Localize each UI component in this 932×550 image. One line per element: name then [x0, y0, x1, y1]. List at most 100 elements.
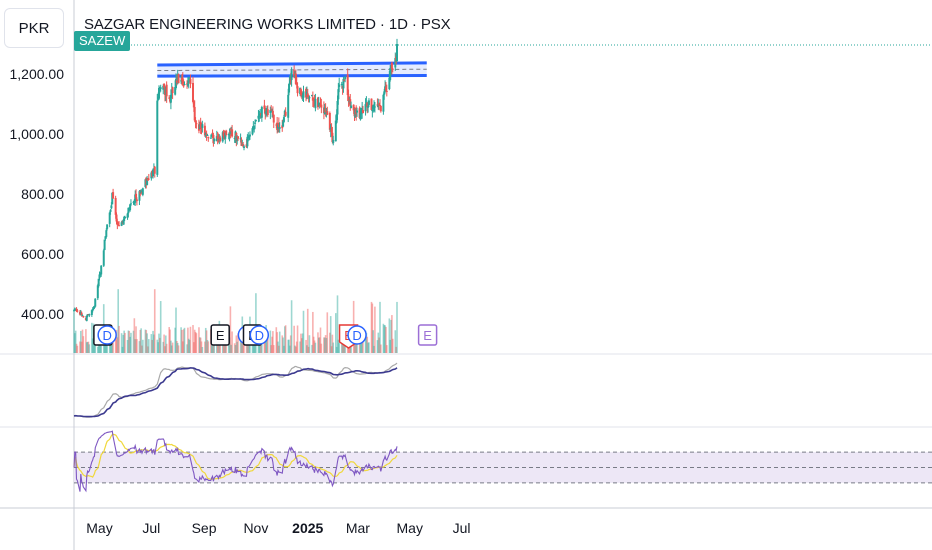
- volume-bar: [198, 327, 200, 353]
- y-tick-label: 1,000.00: [10, 126, 65, 142]
- volume-bar: [150, 334, 153, 353]
- candle-body: [111, 192, 114, 205]
- volume-bar: [100, 345, 102, 353]
- volume-bar: [189, 326, 192, 353]
- oscillator-main-line: [73, 367, 398, 418]
- volume-bar: [288, 339, 290, 353]
- volume-bar: [367, 342, 369, 353]
- volume-bar: [97, 346, 99, 353]
- candle-body: [92, 307, 95, 310]
- volume-bar: [86, 341, 89, 353]
- event-badge: [417, 324, 438, 346]
- candle-body: [391, 68, 394, 70]
- volume-bar: [121, 346, 124, 353]
- volume-bar: [231, 331, 233, 353]
- volume-bar: [152, 330, 154, 353]
- volume-bar: [390, 319, 392, 353]
- candle-body: [152, 169, 155, 177]
- candle-body: [389, 67, 392, 81]
- volume-bar: [148, 339, 150, 353]
- candle-body: [258, 115, 261, 117]
- volume-bar: [74, 333, 76, 353]
- volume-bar: [299, 341, 301, 353]
- candle-body: [117, 223, 120, 225]
- volume-bar: [325, 338, 328, 353]
- volume-bar: [330, 346, 333, 353]
- candle-body: [205, 133, 208, 136]
- candle-body: [379, 106, 382, 112]
- volume-bar: [355, 342, 357, 353]
- volume-bar: [383, 325, 386, 353]
- candle-body: [314, 98, 317, 109]
- candle-body: [102, 250, 105, 266]
- volume-bar: [181, 329, 183, 353]
- x-tick-label: Nov: [243, 520, 268, 536]
- volume-bar: [388, 318, 391, 353]
- candle-body: [390, 62, 393, 70]
- volume-bar: [240, 338, 243, 353]
- candle-body: [248, 136, 251, 138]
- volume-bar: [294, 345, 296, 353]
- volume-bar: [115, 329, 118, 353]
- currency-button[interactable]: PKR: [4, 8, 64, 48]
- volume-bar: [329, 332, 331, 353]
- candle-body: [134, 194, 137, 203]
- candle-body: [126, 213, 129, 218]
- volume-bar: [130, 332, 132, 353]
- volume-bar: [106, 340, 108, 353]
- event-badge: [249, 325, 270, 345]
- volume-bar: [199, 337, 202, 353]
- candle-body: [207, 137, 210, 139]
- volume-bar: [134, 339, 136, 353]
- candle-body: [141, 188, 144, 195]
- candle-body: [90, 310, 93, 315]
- volume-bar: [81, 329, 84, 353]
- volume-bar: [133, 318, 136, 353]
- volume-bar: [269, 330, 272, 353]
- volume-bar: [284, 325, 287, 353]
- volume-bar: [317, 332, 319, 353]
- volume-bar: [320, 343, 323, 353]
- volume-bar: [302, 310, 305, 353]
- candle-body: [247, 136, 250, 139]
- volume-bar: [371, 303, 374, 353]
- candle-body: [384, 87, 387, 90]
- candle-body: [147, 178, 150, 180]
- volume-bar: [289, 335, 292, 353]
- volume-bar: [290, 300, 293, 353]
- candle-body: [359, 113, 362, 120]
- candle-body: [201, 124, 204, 128]
- volume-bar: [305, 339, 307, 353]
- x-tick-label: Mar: [346, 520, 370, 536]
- candle-body: [270, 109, 273, 111]
- candle-body: [91, 309, 94, 311]
- candle-body: [281, 125, 284, 129]
- event-label: E: [423, 328, 432, 343]
- candle-body: [222, 131, 225, 137]
- volume-bar: [186, 344, 188, 353]
- volume-bar: [170, 345, 173, 353]
- volume-bar: [221, 339, 224, 353]
- candle-body: [296, 86, 299, 94]
- volume-bar: [180, 327, 182, 353]
- volume-bar: [114, 339, 117, 353]
- volume-bar: [183, 327, 186, 353]
- volume-bar: [165, 335, 167, 353]
- candle-body: [342, 78, 345, 89]
- candle-body: [367, 100, 370, 105]
- candle-body: [326, 111, 329, 115]
- candle-body: [243, 146, 245, 148]
- volume-bar: [93, 341, 96, 353]
- volume-bar: [120, 333, 123, 353]
- volume-bar: [293, 325, 295, 353]
- volume-bar: [314, 342, 317, 353]
- volume-bar: [301, 333, 304, 353]
- volume-bar: [368, 342, 370, 353]
- candle-body: [206, 134, 209, 136]
- event-marker-earnings-upcoming: E: [417, 324, 438, 346]
- volume-bar: [139, 329, 142, 353]
- x-tick-label: 2025: [292, 520, 323, 536]
- volume-bar: [366, 336, 369, 353]
